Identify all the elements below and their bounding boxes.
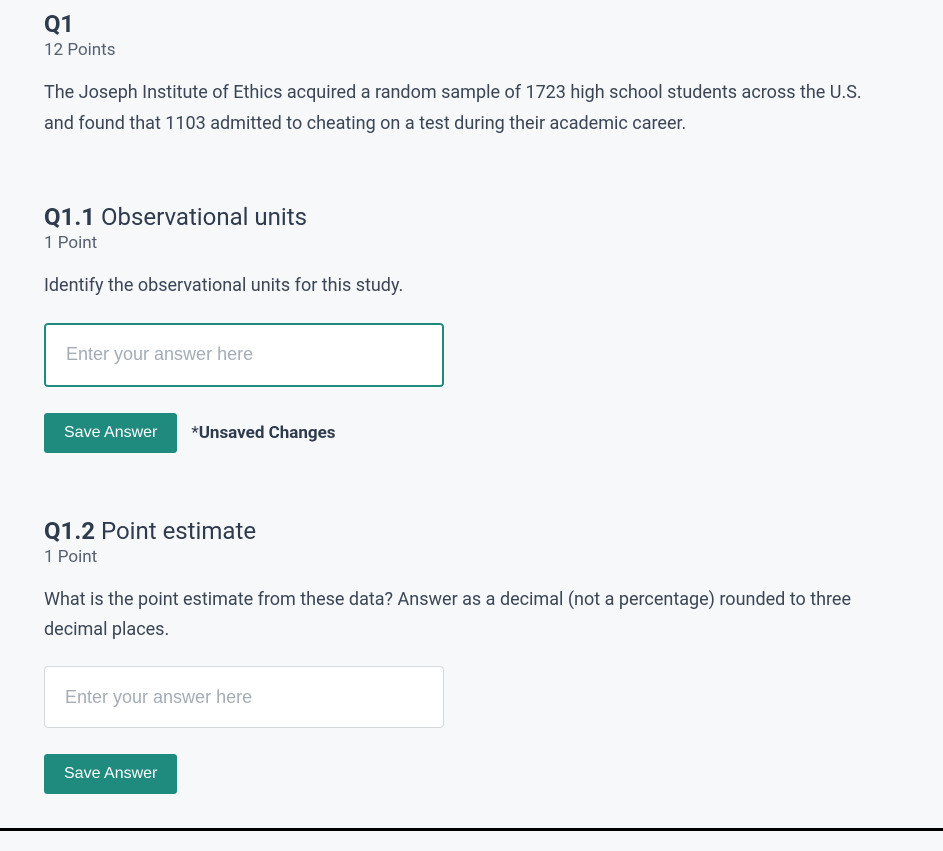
subquestion-prompt: What is the point estimate from these da…	[44, 585, 884, 644]
subquestion-header: Q1.2 Point estimate1 Point	[44, 517, 899, 567]
subquestion: Q1.2 Point estimate1 Point What is the po…	[44, 517, 899, 794]
question-points: 12 Points	[44, 40, 899, 60]
subquestion-number: Q1.1	[44, 203, 95, 231]
question-header: Q1 12 Points	[44, 10, 899, 60]
answer-input[interactable]	[44, 666, 444, 728]
subquestion-points: 1 Point	[44, 233, 899, 253]
unsaved-changes-indicator: *Unsaved Changes	[191, 423, 335, 443]
answer-input[interactable]	[44, 323, 444, 387]
subquestion-header: Q1.1 Observational units1 Point	[44, 203, 899, 253]
subquestion-title: Point estimate	[95, 517, 256, 545]
question-number: Q1	[44, 10, 899, 38]
subquestion: Q1.1 Observational units1 Point Identify …	[44, 203, 899, 453]
bottom-divider	[0, 828, 943, 831]
subquestion-points: 1 Point	[44, 547, 899, 567]
subquestion-prompt: Identify the observational units for thi…	[44, 271, 884, 301]
subquestion-title: Observational units	[95, 203, 307, 231]
save-answer-button[interactable]: Save Answer	[44, 754, 177, 794]
action-row: Save Answer	[44, 754, 899, 794]
save-answer-button[interactable]: Save Answer	[44, 413, 177, 453]
action-row: Save Answer *Unsaved Changes	[44, 413, 899, 453]
question-text: The Joseph Institute of Ethics acquired …	[44, 78, 884, 139]
subquestion-number: Q1.2	[44, 517, 95, 545]
